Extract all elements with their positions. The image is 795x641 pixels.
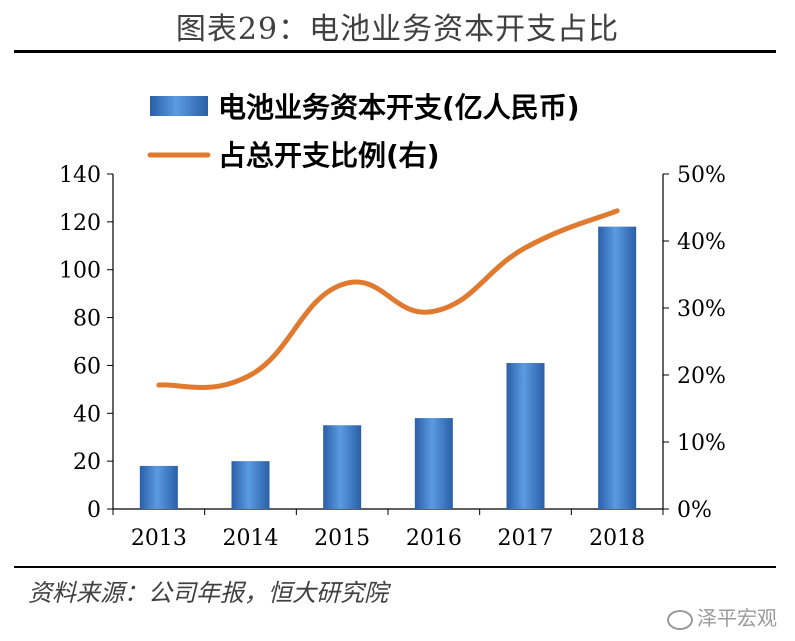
x-tick-label: 2018 (589, 526, 645, 551)
x-tick-label: 2017 (498, 526, 554, 551)
legend-bar-swatch (150, 96, 208, 116)
left-tick-label: 60 (73, 354, 101, 379)
x-tick-label: 2013 (131, 526, 187, 551)
bar (598, 226, 637, 509)
x-tick-label: 2014 (223, 526, 279, 551)
right-tick-label: 20% (677, 364, 726, 389)
bar (323, 425, 362, 509)
right-tick-label: 50% (677, 163, 726, 188)
right-tick-label: 0% (677, 498, 712, 523)
x-tick-label: 2015 (314, 526, 370, 551)
right-tick-label: 10% (677, 431, 726, 456)
x-tick-label: 2016 (406, 526, 462, 551)
title-divider (14, 50, 776, 53)
source-note: 资料来源：公司年报，恒大研究院 (28, 579, 388, 607)
bar (414, 418, 453, 509)
left-tick-label: 40 (73, 402, 101, 427)
left-tick-label: 20 (73, 450, 101, 475)
chart-title: 图表29：电池业务资本开支占比 (175, 12, 620, 47)
legend-bar-label: 电池业务资本开支(亿人民币) (218, 91, 580, 124)
footer-divider (14, 566, 776, 568)
tick-labels: 0 20 40 60 80 100 120 140 0% 10% 20% 30% 40% 50% 2013 2… (59, 163, 726, 551)
left-tick-label: 140 (59, 163, 101, 188)
watermark: 泽平宏观 (667, 602, 777, 631)
ratio-line (156, 208, 620, 391)
wechat-icon (667, 609, 693, 630)
left-tick-label: 120 (59, 211, 101, 236)
watermark-text: 泽平宏观 (697, 606, 777, 630)
combo-chart: 电池业务资本开支(亿人民币) 占总开支比例(右) 0 20 40 60 80 100 120 1… (59, 91, 726, 551)
bar-series (139, 226, 637, 509)
legend-line-label: 占总开支比例(右) (218, 139, 440, 172)
right-tick-label: 40% (677, 230, 726, 255)
left-tick-label: 80 (73, 307, 101, 332)
bar (231, 461, 270, 509)
right-tick-label: 30% (677, 297, 726, 322)
left-tick-label: 100 (59, 259, 101, 284)
axes (107, 173, 669, 515)
bar (139, 465, 178, 509)
legend: 电池业务资本开支(亿人民币) 占总开支比例(右) (147, 91, 580, 172)
bar (506, 363, 545, 509)
left-tick-label: 0 (87, 498, 101, 523)
line-series (156, 208, 620, 391)
